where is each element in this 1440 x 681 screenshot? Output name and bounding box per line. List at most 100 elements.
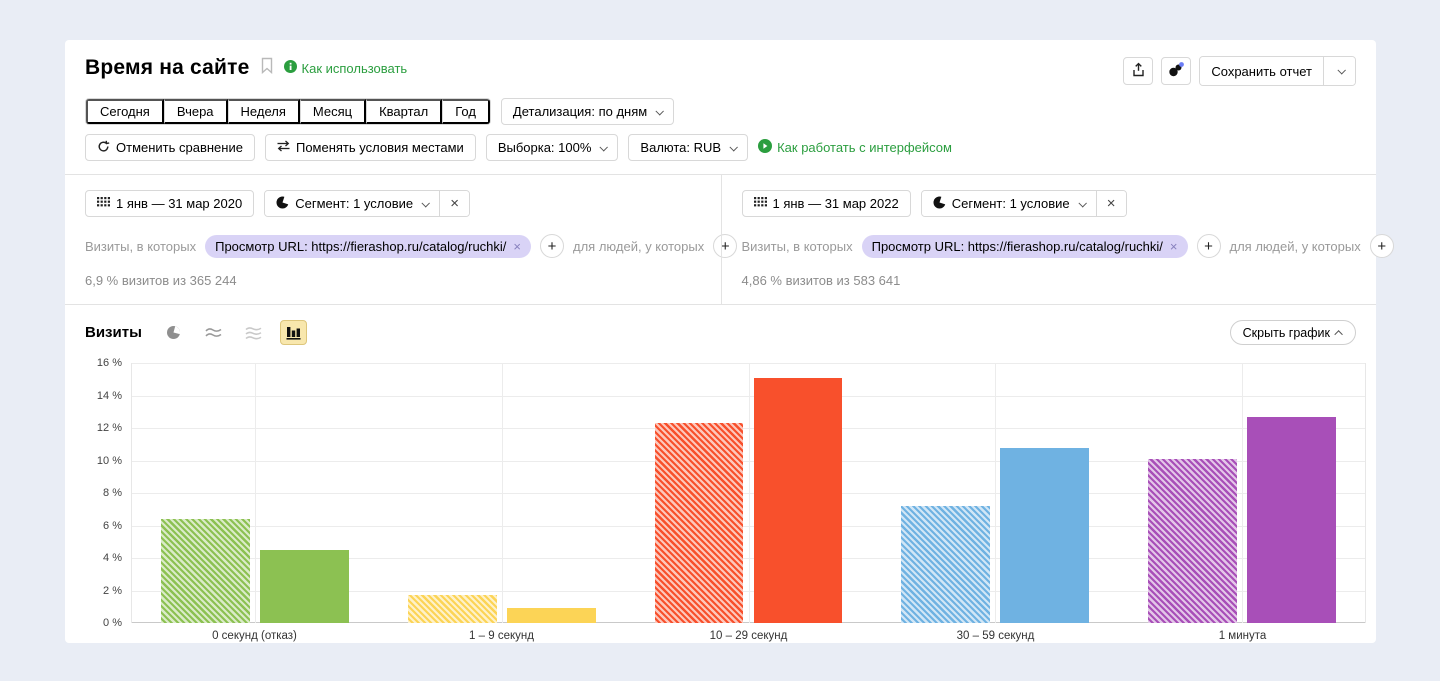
save-report-button[interactable]: Сохранить отчет (1200, 57, 1323, 85)
condition-chip-label: Просмотр URL: https://fierashop.ru/catal… (872, 239, 1163, 254)
chart-bar[interactable] (754, 378, 843, 623)
category-label: 1 минута (1119, 630, 1366, 642)
tab-today[interactable]: Сегодня (86, 99, 164, 124)
period-tabs: Сегодня Вчера Неделя Месяц Квартал Год (85, 98, 491, 125)
sampling-label: Выборка: 100% (498, 140, 592, 155)
visits-prefix-label: Визиты, в которых (742, 239, 853, 254)
tab-month[interactable]: Месяц (300, 99, 366, 124)
cancel-comparison-button[interactable]: Отменить сравнение (85, 134, 255, 161)
tab-year[interactable]: Год (442, 99, 490, 124)
y-tick-label: 0 % (103, 617, 122, 629)
chart-bar[interactable] (1247, 417, 1336, 623)
interface-help-label: Как работать с интерфейсом (777, 140, 952, 155)
chart-ylabels: 16 %14 %12 %10 %8 %6 %4 %2 %0 % (85, 363, 131, 623)
y-tick-label: 4 % (103, 552, 122, 564)
remove-segment-button-a[interactable]: × (439, 191, 469, 216)
interface-help-link[interactable]: Как работать с интерфейсом (758, 139, 952, 156)
segment-pie-icon (276, 196, 289, 212)
chart-bar[interactable] (901, 506, 990, 623)
y-tick-label: 16 % (97, 357, 122, 369)
swap-conditions-button[interactable]: Поменять условия местами (265, 134, 476, 161)
currency-dropdown[interactable]: Валюта: RUB (628, 134, 748, 161)
close-icon: × (1107, 195, 1116, 212)
category-label: 30 – 59 секунд (872, 630, 1119, 642)
chart-bar[interactable] (655, 423, 744, 623)
chart-bar[interactable] (1000, 448, 1089, 624)
upload-icon (1131, 62, 1146, 81)
how-to-use-label: Как использовать (302, 61, 408, 76)
segment-dropdown-b[interactable]: Сегмент: 1 условие (922, 191, 1096, 216)
close-icon[interactable]: × (1170, 239, 1178, 254)
segment-pie-icon (933, 196, 946, 212)
segment-condition-chip-a[interactable]: Просмотр URL: https://fierashop.ru/catal… (205, 235, 531, 258)
date-range-button-a[interactable]: 1 янв — 31 мар 2020 (85, 190, 254, 217)
detail-dropdown[interactable]: Детализация: по дням (501, 98, 674, 125)
segment-condition-chip-b[interactable]: Просмотр URL: https://fierashop.ru/catal… (862, 235, 1188, 258)
y-tick-label: 10 % (97, 455, 122, 467)
bookmark-icon[interactable] (260, 57, 274, 79)
swap-conditions-label: Поменять условия местами (296, 140, 464, 155)
category-gridline (995, 363, 996, 623)
toolbar-row: Отменить сравнение Поменять условия мест… (65, 134, 1376, 174)
remove-segment-button-b[interactable]: × (1096, 191, 1126, 216)
bar-chart: 16 %14 %12 %10 %8 %6 %4 %2 %0 % 0 секунд… (65, 357, 1376, 656)
segment-dropdown-a[interactable]: Сегмент: 1 условие (265, 191, 439, 216)
refresh-icon (97, 140, 110, 156)
y-tick-label: 6 % (103, 520, 122, 532)
stacked-chart-icon[interactable] (240, 320, 267, 345)
line-chart-icon[interactable] (200, 320, 227, 345)
hide-chart-label: Скрыть график (1243, 326, 1330, 340)
category-gridline (1242, 363, 1243, 623)
pie-chart-icon[interactable] (160, 320, 187, 345)
how-to-use-link[interactable]: Как использовать (284, 60, 408, 76)
date-range-label: 1 янв — 31 мар 2022 (773, 196, 899, 211)
chart-metric-title: Визиты (85, 324, 142, 341)
category-gridline (502, 363, 503, 623)
save-report-label: Сохранить отчет (1211, 64, 1312, 79)
chart-bar[interactable] (260, 550, 349, 623)
tab-quarter[interactable]: Квартал (366, 99, 442, 124)
segment-label: Сегмент: 1 условие (295, 196, 413, 211)
play-icon (758, 139, 772, 156)
chart-plot (131, 363, 1366, 623)
sampling-dropdown[interactable]: Выборка: 100% (486, 134, 619, 161)
chevron-down-icon (1078, 199, 1086, 207)
chart-bar[interactable] (161, 519, 250, 623)
tab-yesterday[interactable]: Вчера (164, 99, 228, 124)
plus-icon: + (548, 238, 557, 255)
add-visit-condition-button-b[interactable]: + (1197, 234, 1221, 258)
date-range-button-b[interactable]: 1 янв — 31 мар 2022 (742, 190, 911, 217)
chart-bar[interactable] (507, 608, 596, 623)
period-filter-row: Сегодня Вчера Неделя Месяц Квартал Год Д… (65, 98, 1376, 125)
calendar-icon (97, 196, 110, 211)
save-report-dropdown-button[interactable] (1323, 57, 1355, 85)
chart-bar[interactable] (408, 595, 497, 623)
y-tick-label: 8 % (103, 487, 122, 499)
report-card: Время на сайте Как использовать (65, 40, 1376, 643)
category-gridline (255, 363, 256, 623)
export-button[interactable] (1123, 57, 1153, 85)
chevron-up-icon (1334, 330, 1342, 338)
hide-chart-button[interactable]: Скрыть график (1230, 320, 1356, 345)
chart-bar[interactable] (1148, 459, 1237, 623)
y-tick-label: 14 % (97, 390, 122, 402)
comparison-panel-b: 1 янв — 31 мар 2022 Сегмент: 1 условие × (721, 175, 1377, 304)
assistant-button[interactable] (1161, 57, 1191, 85)
people-prefix-label: для людей, у которых (1230, 239, 1361, 254)
add-people-condition-button-b[interactable]: + (1370, 234, 1394, 258)
chevron-down-icon (1337, 66, 1345, 74)
assistant-icon (1167, 61, 1185, 82)
add-visit-condition-button-a[interactable]: + (540, 234, 564, 258)
y-tick-label: 12 % (97, 422, 122, 434)
plus-icon: + (1204, 238, 1213, 255)
close-icon[interactable]: × (513, 239, 521, 254)
chart-xlabels: 0 секунд (отказ)1 – 9 секунд10 – 29 секу… (85, 630, 1366, 656)
detail-dropdown-label: Детализация: по дням (513, 104, 647, 119)
segment-label: Сегмент: 1 условие (952, 196, 1070, 211)
bar-chart-icon[interactable] (280, 320, 307, 345)
tab-week[interactable]: Неделя (228, 99, 300, 124)
people-prefix-label: для людей, у которых (573, 239, 704, 254)
visits-prefix-label: Визиты, в которых (85, 239, 196, 254)
category-label: 0 секунд (отказ) (131, 630, 378, 642)
page-title: Время на сайте (85, 56, 250, 80)
